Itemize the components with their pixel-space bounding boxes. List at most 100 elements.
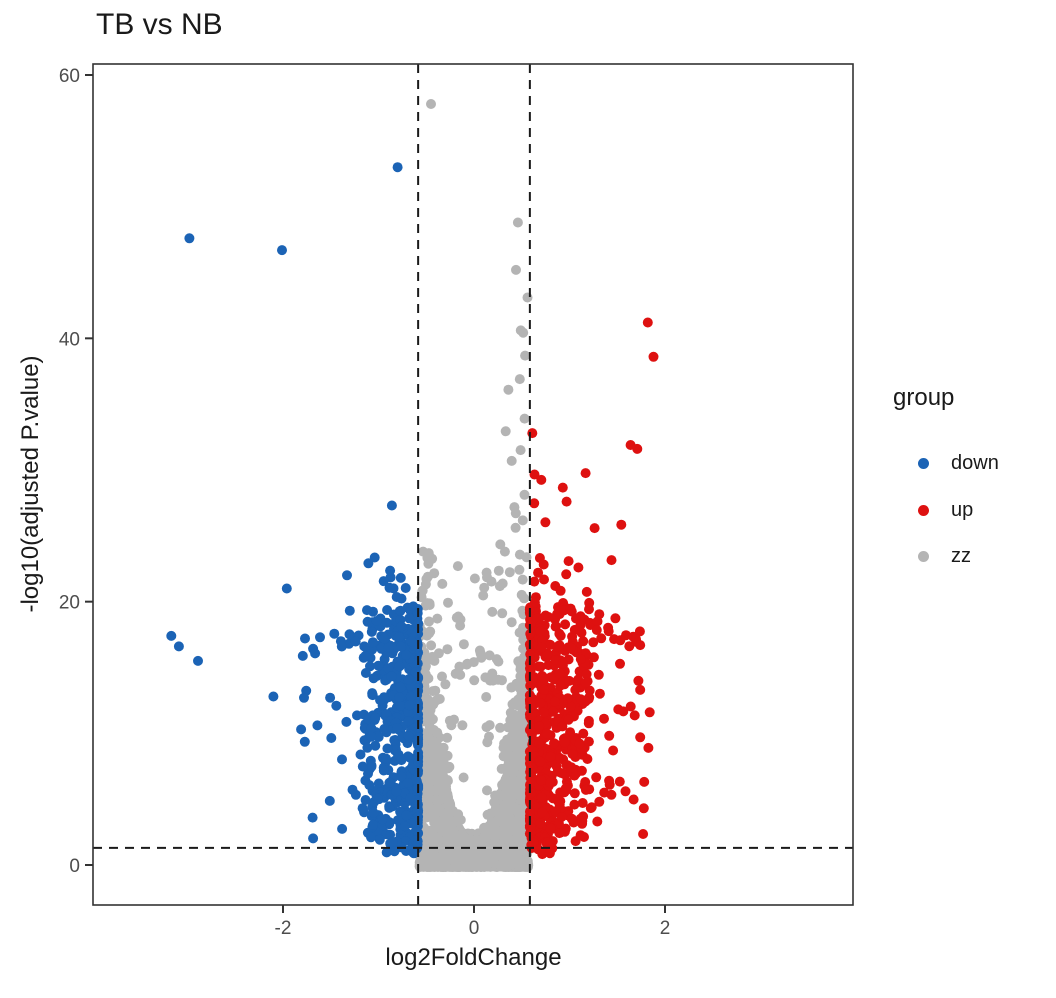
data-point-zz (520, 350, 531, 361)
data-point-up (526, 788, 537, 799)
data-point-up (529, 469, 540, 480)
data-point-zz (490, 832, 500, 843)
data-point-down (297, 650, 308, 661)
data-point-down (399, 821, 410, 832)
outlier-point-zz (519, 413, 530, 424)
data-point-zz (502, 861, 513, 872)
data-point-zz (516, 769, 527, 780)
data-point-down (360, 651, 371, 661)
data-point-down (411, 775, 421, 785)
data-point-down (384, 777, 395, 788)
data-point-up (593, 669, 604, 680)
data-point-down (372, 793, 383, 804)
data-point-up (581, 586, 592, 597)
data-point-down (315, 632, 325, 643)
data-point-down (381, 617, 392, 628)
data-point-down (350, 636, 361, 647)
data-point-zz (430, 685, 441, 696)
outlier-point-down (166, 630, 177, 641)
data-point-up (550, 696, 560, 707)
data-point-down (395, 700, 406, 711)
data-point-down (395, 682, 406, 693)
data-point-up (563, 714, 574, 725)
data-point-up (530, 592, 541, 603)
y-tick-label: 60 (59, 66, 80, 87)
data-point-down (368, 673, 379, 684)
outlier-point-down (268, 691, 279, 702)
data-point-zz (482, 809, 493, 820)
data-point-zz (442, 855, 453, 866)
panel-border (92, 63, 854, 906)
outlier-point-down (299, 692, 309, 703)
legend-dot-zz-icon (918, 550, 929, 562)
data-point-down (400, 583, 411, 593)
data-point-zz (482, 737, 493, 748)
data-point-down (413, 713, 424, 724)
data-point-up (525, 822, 536, 833)
data-point-up (561, 569, 572, 580)
data-point-up (608, 745, 619, 756)
data-point-zz (420, 661, 431, 671)
legend-label-down: down (951, 452, 999, 474)
points-layer (166, 99, 659, 872)
data-point-zz (444, 796, 455, 807)
outlier-point-up (635, 732, 646, 743)
data-point-up (633, 675, 644, 686)
data-point-zz (425, 773, 435, 784)
data-point-down (392, 722, 403, 733)
data-point-zz (486, 576, 497, 587)
y-tick-label: 40 (59, 329, 80, 350)
data-point-zz (432, 613, 443, 624)
data-point-up (580, 777, 591, 787)
data-point-zz (432, 795, 443, 806)
y-tick-label: 20 (59, 593, 80, 614)
data-point-zz (428, 805, 439, 815)
data-point-up (569, 799, 580, 810)
data-point-up (539, 672, 550, 683)
data-point-zz (452, 830, 463, 841)
data-point-down (410, 667, 421, 678)
data-point-down (336, 641, 347, 652)
data-point-up (581, 669, 592, 680)
data-point-up (536, 775, 547, 786)
data-point-down (378, 576, 389, 587)
outlier-point-down (193, 655, 203, 666)
data-point-up (589, 523, 600, 534)
data-point-up (536, 642, 547, 653)
data-point-down (367, 637, 378, 648)
data-point-up (555, 680, 566, 691)
data-point-down (337, 823, 348, 834)
data-point-down (337, 754, 347, 765)
data-point-up (583, 715, 594, 726)
outlier-point-zz (522, 292, 533, 303)
data-point-up (525, 628, 536, 639)
data-point-up (604, 775, 615, 786)
legend-item-up: up (918, 499, 973, 521)
data-point-down (364, 780, 375, 791)
data-point-up (606, 789, 617, 800)
data-point-down (408, 848, 419, 859)
data-point-up (566, 606, 577, 617)
data-point-zz (429, 655, 440, 666)
data-point-up (564, 675, 575, 686)
data-point-down (308, 833, 319, 844)
data-point-zz (498, 751, 509, 762)
data-point-down (352, 710, 362, 721)
data-point-down (404, 700, 415, 711)
data-point-zz (515, 664, 526, 675)
data-point-up (559, 737, 570, 748)
legend: group down up zz (880, 0, 1056, 998)
data-point-zz (519, 593, 530, 604)
data-point-down (366, 832, 376, 843)
data-point-up (573, 562, 584, 573)
data-point-zz (431, 695, 442, 706)
data-point-up (565, 701, 576, 712)
outlier-point-down (184, 233, 195, 244)
data-point-down (391, 786, 402, 797)
data-point-up (525, 806, 535, 817)
outlier-point-up (561, 496, 572, 507)
data-point-zz (452, 854, 463, 865)
data-point-zz (457, 720, 468, 731)
data-point-up (554, 799, 565, 810)
data-point-up (569, 788, 580, 799)
